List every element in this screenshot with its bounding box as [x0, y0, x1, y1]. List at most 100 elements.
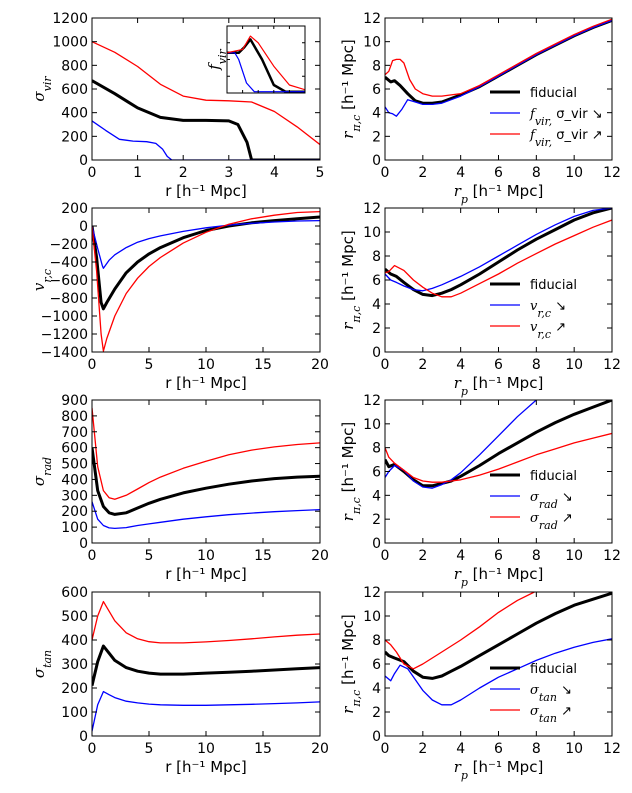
series-line-p7-0 [92, 644, 320, 686]
x-axis-label: r [h⁻¹ Mpc] [165, 565, 247, 583]
x-tick-label: 15 [254, 357, 272, 373]
y-tick-label: 10 [363, 417, 381, 433]
y-tick-label: 8 [372, 441, 381, 457]
series-line-p3-0 [92, 215, 320, 311]
x-tick-label: 0 [381, 357, 390, 373]
series-line-p1-2 [92, 41, 320, 146]
series-line-p7-1 [92, 690, 320, 732]
legend-label: fiducial [530, 278, 577, 293]
x-tick-label: 8 [532, 165, 541, 181]
y-tick-label: −600 [50, 273, 88, 289]
y-tick-label: 500 [61, 457, 88, 473]
y-tick-label: −400 [50, 255, 88, 271]
y-tick-label: 300 [61, 657, 88, 673]
axes-frame [91, 591, 321, 737]
y-tick-label: 300 [61, 488, 88, 504]
y-tick-label: 500 [61, 609, 88, 625]
y-tick-label: −1400 [41, 345, 88, 361]
y-tick-label: 100 [61, 520, 88, 536]
axes-frame [91, 399, 321, 544]
x-axis-label: rp [h⁻¹ Mpc] [454, 182, 544, 206]
legend-label: σtan ↘ [530, 683, 572, 704]
y-tick-label: 200 [61, 201, 88, 217]
y-axis-label: vr,c [30, 269, 54, 291]
legend-label: fiducial [530, 86, 577, 101]
y-tick-label: 10 [363, 609, 381, 625]
x-tick-label: 10 [565, 357, 583, 373]
series-line-p8-2 [385, 592, 535, 670]
panel-p1inset: fvir [205, 25, 306, 94]
series-line-p6-2 [385, 432, 612, 483]
legend-label: σtan ↗ [530, 704, 572, 725]
x-tick-label: 6 [494, 741, 503, 757]
series-line-p6-0 [385, 400, 612, 488]
x-tick-label: 0 [88, 548, 97, 564]
x-tick-label: 0 [88, 741, 97, 757]
x-tick-label: 0 [381, 548, 390, 564]
legend-label: σrad ↗ [530, 511, 573, 532]
y-tick-label: 2 [372, 129, 381, 145]
y-tick-label: 12 [363, 201, 381, 217]
y-tick-label: −1200 [41, 327, 88, 343]
y-tick-label: 8 [372, 633, 381, 649]
x-tick-label: 10 [565, 741, 583, 757]
series-line-p2-1 [385, 19, 612, 117]
x-tick-label: 20 [311, 548, 329, 564]
x-tick-label: 1 [133, 165, 142, 181]
y-tick-label: −200 [50, 237, 88, 253]
series-line-p5-1 [92, 501, 320, 530]
panel-p1: 0 1 2 3 4 5 0 200 400 600 800 1000 1200 r [h⁻¹ Mpc] σv… [30, 11, 324, 200]
x-tick-label: 12 [603, 165, 621, 181]
x-tick-label: 5 [316, 165, 325, 181]
x-tick-label: 2 [418, 357, 427, 373]
series-line-p3-1 [92, 219, 320, 269]
legend-label: vr,c ↗ [530, 320, 566, 341]
panel-p4: 0 2 4 6 8 10 12 0 2 4 6 8 10 12 rp [h⁻¹ Mpc] rπ,c [h⁻¹ … [339, 201, 621, 398]
series-line-p1-1 [92, 120, 320, 160]
panel-p8: 0 2 4 6 8 10 12 0 2 4 6 8 10 12 rp [h⁻¹ Mpc] rπ,c [h⁻¹ … [339, 585, 621, 782]
x-tick-label: 4 [270, 165, 279, 181]
x-tick-label: 6 [494, 165, 503, 181]
x-tick-label: 2 [418, 165, 427, 181]
y-tick-label: 600 [61, 441, 88, 457]
x-tick-label: 0 [381, 165, 390, 181]
y-tick-label: 6 [372, 273, 381, 289]
x-tick-label: 12 [603, 357, 621, 373]
x-tick-label: 8 [532, 548, 541, 564]
x-tick-label: 0 [381, 741, 390, 757]
x-tick-label: 10 [197, 548, 215, 564]
y-tick-label: 200 [61, 504, 88, 520]
y-tick-label: 400 [61, 106, 88, 122]
x-tick-label: 4 [456, 357, 465, 373]
series-line-p1inset-1 [227, 52, 305, 93]
y-tick-label: 0 [79, 536, 88, 552]
y-axis-label: σtan [30, 650, 54, 678]
series-line-p7-2 [92, 600, 320, 644]
x-axis-label: rp [h⁻¹ Mpc] [454, 374, 544, 398]
x-tick-label: 10 [565, 165, 583, 181]
legend-label: fvir, σ_vir ↗ [529, 128, 603, 149]
y-tick-label: 0 [372, 536, 381, 552]
y-axis-label: fvir [205, 48, 229, 70]
x-tick-label: 3 [224, 165, 233, 181]
y-tick-label: 12 [363, 393, 381, 409]
series-line-p8-1 [385, 638, 612, 706]
x-tick-label: 2 [418, 548, 427, 564]
series-line-p2-2 [385, 18, 612, 97]
x-tick-label: 20 [311, 357, 329, 373]
x-tick-label: 8 [532, 357, 541, 373]
x-tick-label: 6 [494, 357, 503, 373]
x-tick-label: 0 [88, 165, 97, 181]
x-tick-label: 5 [145, 741, 154, 757]
y-axis-label: rπ,c [h⁻¹ Mpc] [339, 422, 363, 521]
series-line-p1inset-0 [227, 38, 305, 93]
y-tick-label: 0 [79, 219, 88, 235]
x-tick-label: 2 [179, 165, 188, 181]
panel-p2: 0 2 4 6 8 10 12 0 2 4 6 8 10 12 rp [h⁻¹ Mpc] rπ,c [h⁻¹ … [339, 11, 621, 206]
x-tick-label: 4 [456, 741, 465, 757]
series-line-p4-2 [385, 219, 612, 298]
y-tick-label: 0 [372, 729, 381, 745]
y-tick-label: −800 [50, 291, 88, 307]
x-tick-label: 4 [456, 548, 465, 564]
